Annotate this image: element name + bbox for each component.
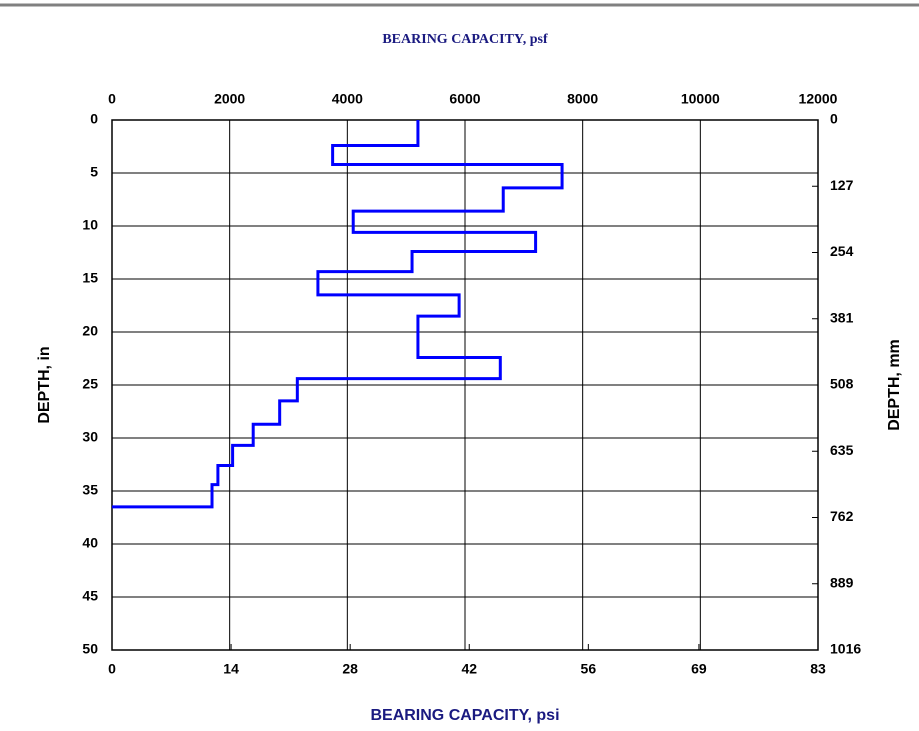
x-tick-label: 12000 xyxy=(799,91,838,107)
y-tick-label: 30 xyxy=(82,429,98,445)
y2-tick-label: 254 xyxy=(830,243,854,259)
x2-tick-label: 0 xyxy=(108,661,116,677)
x-tick-label: 6000 xyxy=(449,91,480,107)
x2-tick-label: 42 xyxy=(461,661,477,677)
x2-axis-label: BEARING CAPACITY, psi xyxy=(370,707,559,724)
x2-tick-label: 14 xyxy=(223,661,239,677)
y-tick-label: 10 xyxy=(82,217,98,233)
y-tick-label: 50 xyxy=(82,641,98,657)
x-tick-label: 0 xyxy=(108,91,116,107)
y2-tick-label: 381 xyxy=(830,309,854,325)
y2-tick-label: 1016 xyxy=(830,641,861,657)
x-tick-label: 2000 xyxy=(214,91,245,107)
y-tick-label: 0 xyxy=(90,111,98,127)
y2-tick-label: 127 xyxy=(830,177,854,193)
y-axis-label: DEPTH, in xyxy=(36,346,53,423)
y2-tick-label: 508 xyxy=(830,376,854,392)
y2-tick-label: 762 xyxy=(830,508,854,524)
y-tick-label: 35 xyxy=(82,482,98,498)
data-line xyxy=(112,120,564,509)
y2-tick-label: 0 xyxy=(830,111,838,127)
x2-tick-label: 69 xyxy=(691,661,707,677)
y-tick-label: 20 xyxy=(82,323,98,339)
y-tick-label: 45 xyxy=(82,588,98,604)
x-tick-label: 4000 xyxy=(332,91,363,107)
y-tick-label: 5 xyxy=(90,164,98,180)
y2-tick-label: 889 xyxy=(830,574,854,590)
y-tick-label: 40 xyxy=(82,535,98,551)
x2-tick-label: 28 xyxy=(342,661,358,677)
x-tick-label: 10000 xyxy=(681,91,720,107)
y2-axis-label: DEPTH, mm xyxy=(886,339,903,431)
plot-frame xyxy=(111,119,819,651)
x-tick-label: 8000 xyxy=(567,91,598,107)
y2-tick-label: 635 xyxy=(830,442,854,458)
x2-tick-label: 83 xyxy=(810,661,826,677)
y-tick-label: 15 xyxy=(82,270,98,286)
chart-title: BEARING CAPACITY, psf xyxy=(382,32,548,47)
y-tick-label: 25 xyxy=(82,376,98,392)
x2-tick-label: 56 xyxy=(581,661,597,677)
